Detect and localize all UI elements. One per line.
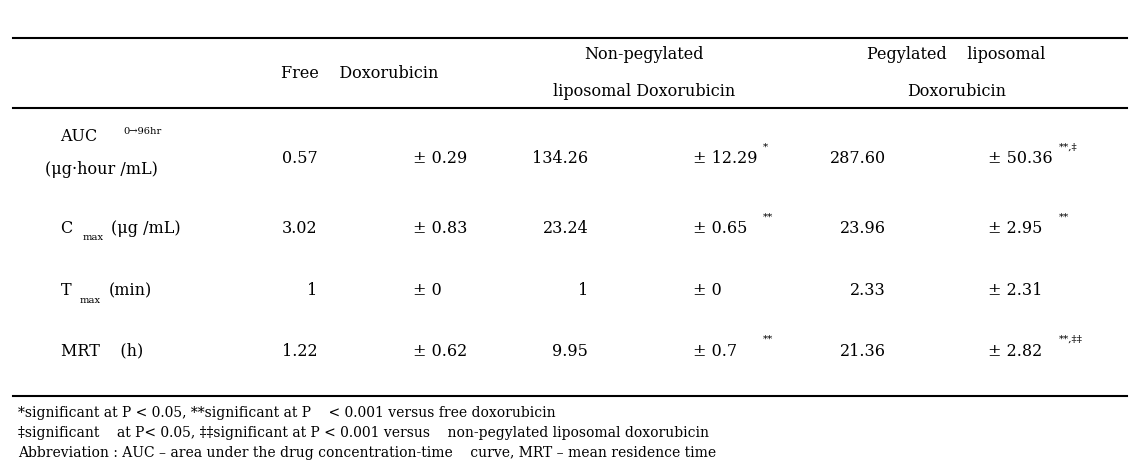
Text: (min): (min) [108,282,152,299]
Text: (μg·hour /mL): (μg·hour /mL) [44,161,157,178]
Text: ± 0: ± 0 [693,282,722,299]
Text: *significant at P < 0.05, **significant at P    < 0.001 versus free doxorubicin: *significant at P < 0.05, **significant … [18,406,556,420]
Text: Abbreviation : AUC – area under the drug concentration-time    curve, MRT – mean: Abbreviation : AUC – area under the drug… [18,445,717,459]
Text: T: T [60,282,71,299]
Text: C: C [60,220,73,237]
Text: **: ** [1059,212,1069,221]
Text: 3.02: 3.02 [282,220,318,237]
Text: 9.95: 9.95 [552,343,588,360]
Text: ± 0.62: ± 0.62 [413,343,467,360]
Text: 21.36: 21.36 [840,343,886,360]
Text: 23.24: 23.24 [543,220,588,237]
Text: 1.22: 1.22 [282,343,318,360]
Text: 2.33: 2.33 [850,282,886,299]
Text: 23.96: 23.96 [840,220,886,237]
Text: 1: 1 [578,282,588,299]
Text: Non-pegylated: Non-pegylated [584,46,703,63]
Text: ± 2.82: ± 2.82 [988,343,1043,360]
Text: Pegylated    liposomal: Pegylated liposomal [868,46,1045,63]
Text: 287.60: 287.60 [830,151,886,167]
Text: **,‡‡: **,‡‡ [1059,335,1083,344]
Text: ± 0: ± 0 [413,282,442,299]
Text: max: max [80,295,101,305]
Text: ‡significant    at P< 0.05, ‡‡significant at P < 0.001 versus    non-pegylated l: ‡significant at P< 0.05, ‡‡significant a… [18,426,709,440]
Text: 1: 1 [308,282,318,299]
Text: **: ** [764,335,774,344]
Text: ± 0.83: ± 0.83 [413,220,467,237]
Text: Doxorubicin: Doxorubicin [907,83,1007,100]
Text: ± 0.29: ± 0.29 [413,151,467,167]
Text: max: max [82,233,104,242]
Text: 0→96hr: 0→96hr [123,127,162,136]
Text: 134.26: 134.26 [532,151,588,167]
Text: ± 0.65: ± 0.65 [693,220,747,237]
Text: 0.57: 0.57 [282,151,318,167]
Text: **,‡: **,‡ [1059,143,1077,152]
Text: ± 12.29: ± 12.29 [693,151,757,167]
Text: (μg /mL): (μg /mL) [111,220,180,237]
Text: ± 50.36: ± 50.36 [988,151,1053,167]
Text: ± 2.95: ± 2.95 [988,220,1043,237]
Text: liposomal Doxorubicin: liposomal Doxorubicin [553,83,735,100]
Text: **: ** [764,212,774,221]
Text: Free    Doxorubicin: Free Doxorubicin [280,65,438,82]
Text: *: * [764,143,768,152]
Text: MRT    (h): MRT (h) [60,343,142,360]
Text: ± 2.31: ± 2.31 [988,282,1043,299]
Text: ± 0.7: ± 0.7 [693,343,736,360]
Text: AUC: AUC [60,128,98,145]
